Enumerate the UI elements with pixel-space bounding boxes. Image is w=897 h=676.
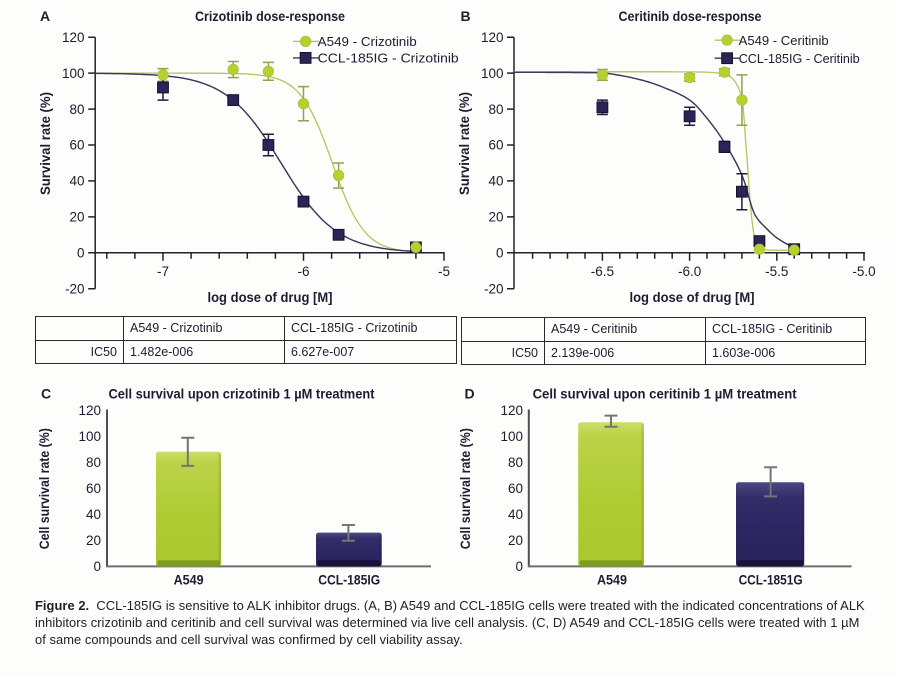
svg-text:Survival rate (%): Survival rate (%): [456, 92, 472, 195]
svg-text:80: 80: [69, 102, 84, 117]
svg-text:B: B: [461, 8, 471, 24]
svg-text:40: 40: [508, 507, 523, 522]
svg-text:A549 - Crizotinib: A549 - Crizotinib: [318, 34, 417, 49]
svg-text:Crizotinib dose-response: Crizotinib dose-response: [195, 8, 345, 24]
svg-text:120: 120: [500, 403, 523, 418]
svg-text:60: 60: [488, 138, 503, 153]
svg-text:-5.0: -5.0: [852, 264, 875, 279]
svg-text:A549: A549: [174, 573, 204, 588]
svg-text:60: 60: [69, 138, 84, 153]
svg-text:40: 40: [488, 174, 503, 189]
svg-text:-5: -5: [438, 264, 450, 279]
svg-text:100: 100: [62, 66, 85, 81]
svg-text:60: 60: [86, 481, 101, 496]
svg-text:A: A: [40, 8, 50, 24]
svg-text:80: 80: [508, 455, 523, 470]
svg-text:D: D: [465, 386, 475, 402]
svg-text:80: 80: [86, 455, 101, 470]
svg-text:log dose of drug [M]: log dose of drug [M]: [630, 289, 755, 305]
svg-text:C: C: [41, 386, 51, 402]
svg-text:0: 0: [496, 246, 504, 261]
svg-text:-5.5: -5.5: [765, 264, 788, 279]
svg-text:-20: -20: [484, 281, 504, 296]
svg-text:20: 20: [508, 533, 523, 548]
svg-text:60: 60: [508, 481, 523, 496]
svg-text:40: 40: [86, 507, 101, 522]
svg-text:CCL-185IG - Ceritinib: CCL-185IG - Ceritinib: [739, 51, 860, 66]
svg-text:0: 0: [93, 559, 101, 574]
svg-text:log dose of drug [M]: log dose of drug [M]: [208, 289, 333, 305]
svg-text:-7: -7: [157, 264, 169, 279]
svg-text:120: 120: [62, 30, 85, 45]
svg-text:100: 100: [500, 429, 523, 444]
svg-text:-6: -6: [297, 264, 309, 279]
svg-text:-6.5: -6.5: [591, 264, 614, 279]
svg-text:Cell survival rate (%): Cell survival rate (%): [36, 428, 52, 549]
svg-text:Cell survival upon crizotinib: Cell survival upon crizotinib 1 µM treat…: [109, 386, 375, 402]
svg-text:0: 0: [77, 246, 85, 261]
svg-text:A549 - Ceritinib: A549 - Ceritinib: [739, 33, 829, 48]
svg-text:Cell survival rate (%): Cell survival rate (%): [457, 428, 473, 549]
svg-text:20: 20: [69, 210, 84, 225]
svg-text:80: 80: [488, 102, 503, 117]
svg-text:Survival rate (%): Survival rate (%): [37, 92, 53, 195]
svg-text:120: 120: [78, 403, 101, 418]
svg-text:20: 20: [488, 210, 503, 225]
svg-text:40: 40: [69, 174, 84, 189]
svg-text:CCL-185IG: CCL-185IG: [318, 573, 380, 588]
svg-text:20: 20: [86, 533, 101, 548]
svg-text:0: 0: [515, 559, 523, 574]
svg-text:100: 100: [78, 429, 101, 444]
svg-text:-20: -20: [65, 281, 85, 296]
svg-text:-6.0: -6.0: [678, 264, 701, 279]
svg-text:Cell survival upon ceritinib 1: Cell survival upon ceritinib 1 µM treatm…: [533, 386, 797, 402]
svg-text:120: 120: [481, 30, 504, 45]
svg-text:CCL-1851G: CCL-1851G: [739, 573, 803, 588]
svg-text:A549: A549: [597, 573, 627, 588]
svg-text:100: 100: [481, 66, 504, 81]
svg-text:CCL-185IG - Crizotinib: CCL-185IG - Crizotinib: [318, 51, 459, 66]
svg-text:Ceritinib dose-response: Ceritinib dose-response: [619, 8, 762, 24]
